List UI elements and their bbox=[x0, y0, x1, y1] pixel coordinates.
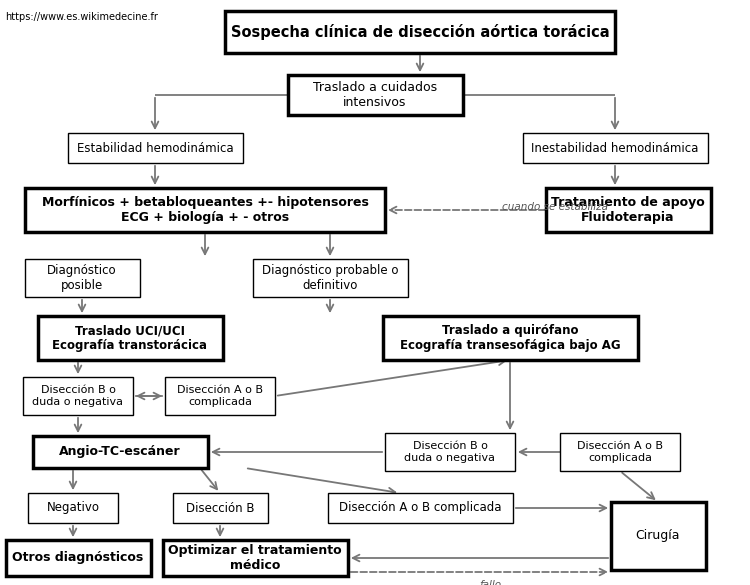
FancyBboxPatch shape bbox=[32, 436, 208, 468]
Text: Diagnóstico
posible: Diagnóstico posible bbox=[47, 264, 117, 292]
FancyBboxPatch shape bbox=[523, 133, 707, 163]
FancyBboxPatch shape bbox=[163, 540, 347, 576]
Text: Disección A o B complicada: Disección A o B complicada bbox=[339, 501, 501, 514]
Text: https://www.es.wikimedecine.fr: https://www.es.wikimedecine.fr bbox=[5, 12, 158, 22]
FancyBboxPatch shape bbox=[5, 540, 151, 576]
FancyBboxPatch shape bbox=[23, 377, 133, 415]
Text: Morfínicos + betabloqueantes +- hipotensores
ECG + biología + - otros: Morfínicos + betabloqueantes +- hipotens… bbox=[41, 196, 368, 224]
FancyBboxPatch shape bbox=[328, 493, 512, 523]
Text: Angio-TC-escáner: Angio-TC-escáner bbox=[59, 446, 181, 459]
FancyBboxPatch shape bbox=[253, 259, 407, 297]
FancyBboxPatch shape bbox=[165, 377, 275, 415]
FancyBboxPatch shape bbox=[385, 433, 515, 471]
Text: Optimizar el tratamiento
médico: Optimizar el tratamiento médico bbox=[168, 544, 342, 572]
FancyBboxPatch shape bbox=[25, 188, 385, 232]
Text: Disección A o B
complicada: Disección A o B complicada bbox=[577, 441, 663, 463]
FancyBboxPatch shape bbox=[172, 493, 268, 523]
FancyBboxPatch shape bbox=[610, 502, 706, 570]
Text: Negativo: Negativo bbox=[46, 501, 100, 514]
Text: Otros diagnósticos: Otros diagnósticos bbox=[12, 552, 144, 565]
Text: Traslado a cuidados
intensivos: Traslado a cuidados intensivos bbox=[313, 81, 437, 109]
Text: Tratamiento de apoyo
Fluidoterapia: Tratamiento de apoyo Fluidoterapia bbox=[551, 196, 705, 224]
FancyBboxPatch shape bbox=[25, 259, 140, 297]
Text: Sospecha clínica de disección aórtica torácica: Sospecha clínica de disección aórtica to… bbox=[231, 24, 609, 40]
Text: cuando se estabiliza: cuando se estabiliza bbox=[502, 202, 608, 212]
Text: Cirugía: Cirugía bbox=[636, 529, 680, 542]
Text: Diagnóstico probable o
definitivo: Diagnóstico probable o definitivo bbox=[262, 264, 398, 292]
Text: fallo: fallo bbox=[479, 580, 501, 585]
FancyBboxPatch shape bbox=[560, 433, 680, 471]
FancyBboxPatch shape bbox=[382, 316, 638, 360]
Text: Disección B: Disección B bbox=[186, 501, 254, 514]
Text: Disección B o
duda o negativa: Disección B o duda o negativa bbox=[404, 441, 496, 463]
FancyBboxPatch shape bbox=[68, 133, 242, 163]
Text: Traslado UCI/UCI
Ecografía transtorácica: Traslado UCI/UCI Ecografía transtorácica bbox=[53, 324, 208, 352]
FancyBboxPatch shape bbox=[28, 493, 118, 523]
FancyBboxPatch shape bbox=[287, 75, 463, 115]
FancyBboxPatch shape bbox=[38, 316, 223, 360]
Text: Estabilidad hemodinámica: Estabilidad hemodinámica bbox=[76, 142, 233, 154]
FancyBboxPatch shape bbox=[225, 11, 615, 53]
Text: Traslado a quirófano
Ecografía transesofágica bajo AG: Traslado a quirófano Ecografía transesof… bbox=[400, 324, 620, 352]
Text: Disección A o B
complicada: Disección A o B complicada bbox=[177, 385, 263, 407]
Text: Inestabilidad hemodinámica: Inestabilidad hemodinámica bbox=[531, 142, 699, 154]
Text: Disección B o
duda o negativa: Disección B o duda o negativa bbox=[32, 385, 124, 407]
FancyBboxPatch shape bbox=[545, 188, 710, 232]
